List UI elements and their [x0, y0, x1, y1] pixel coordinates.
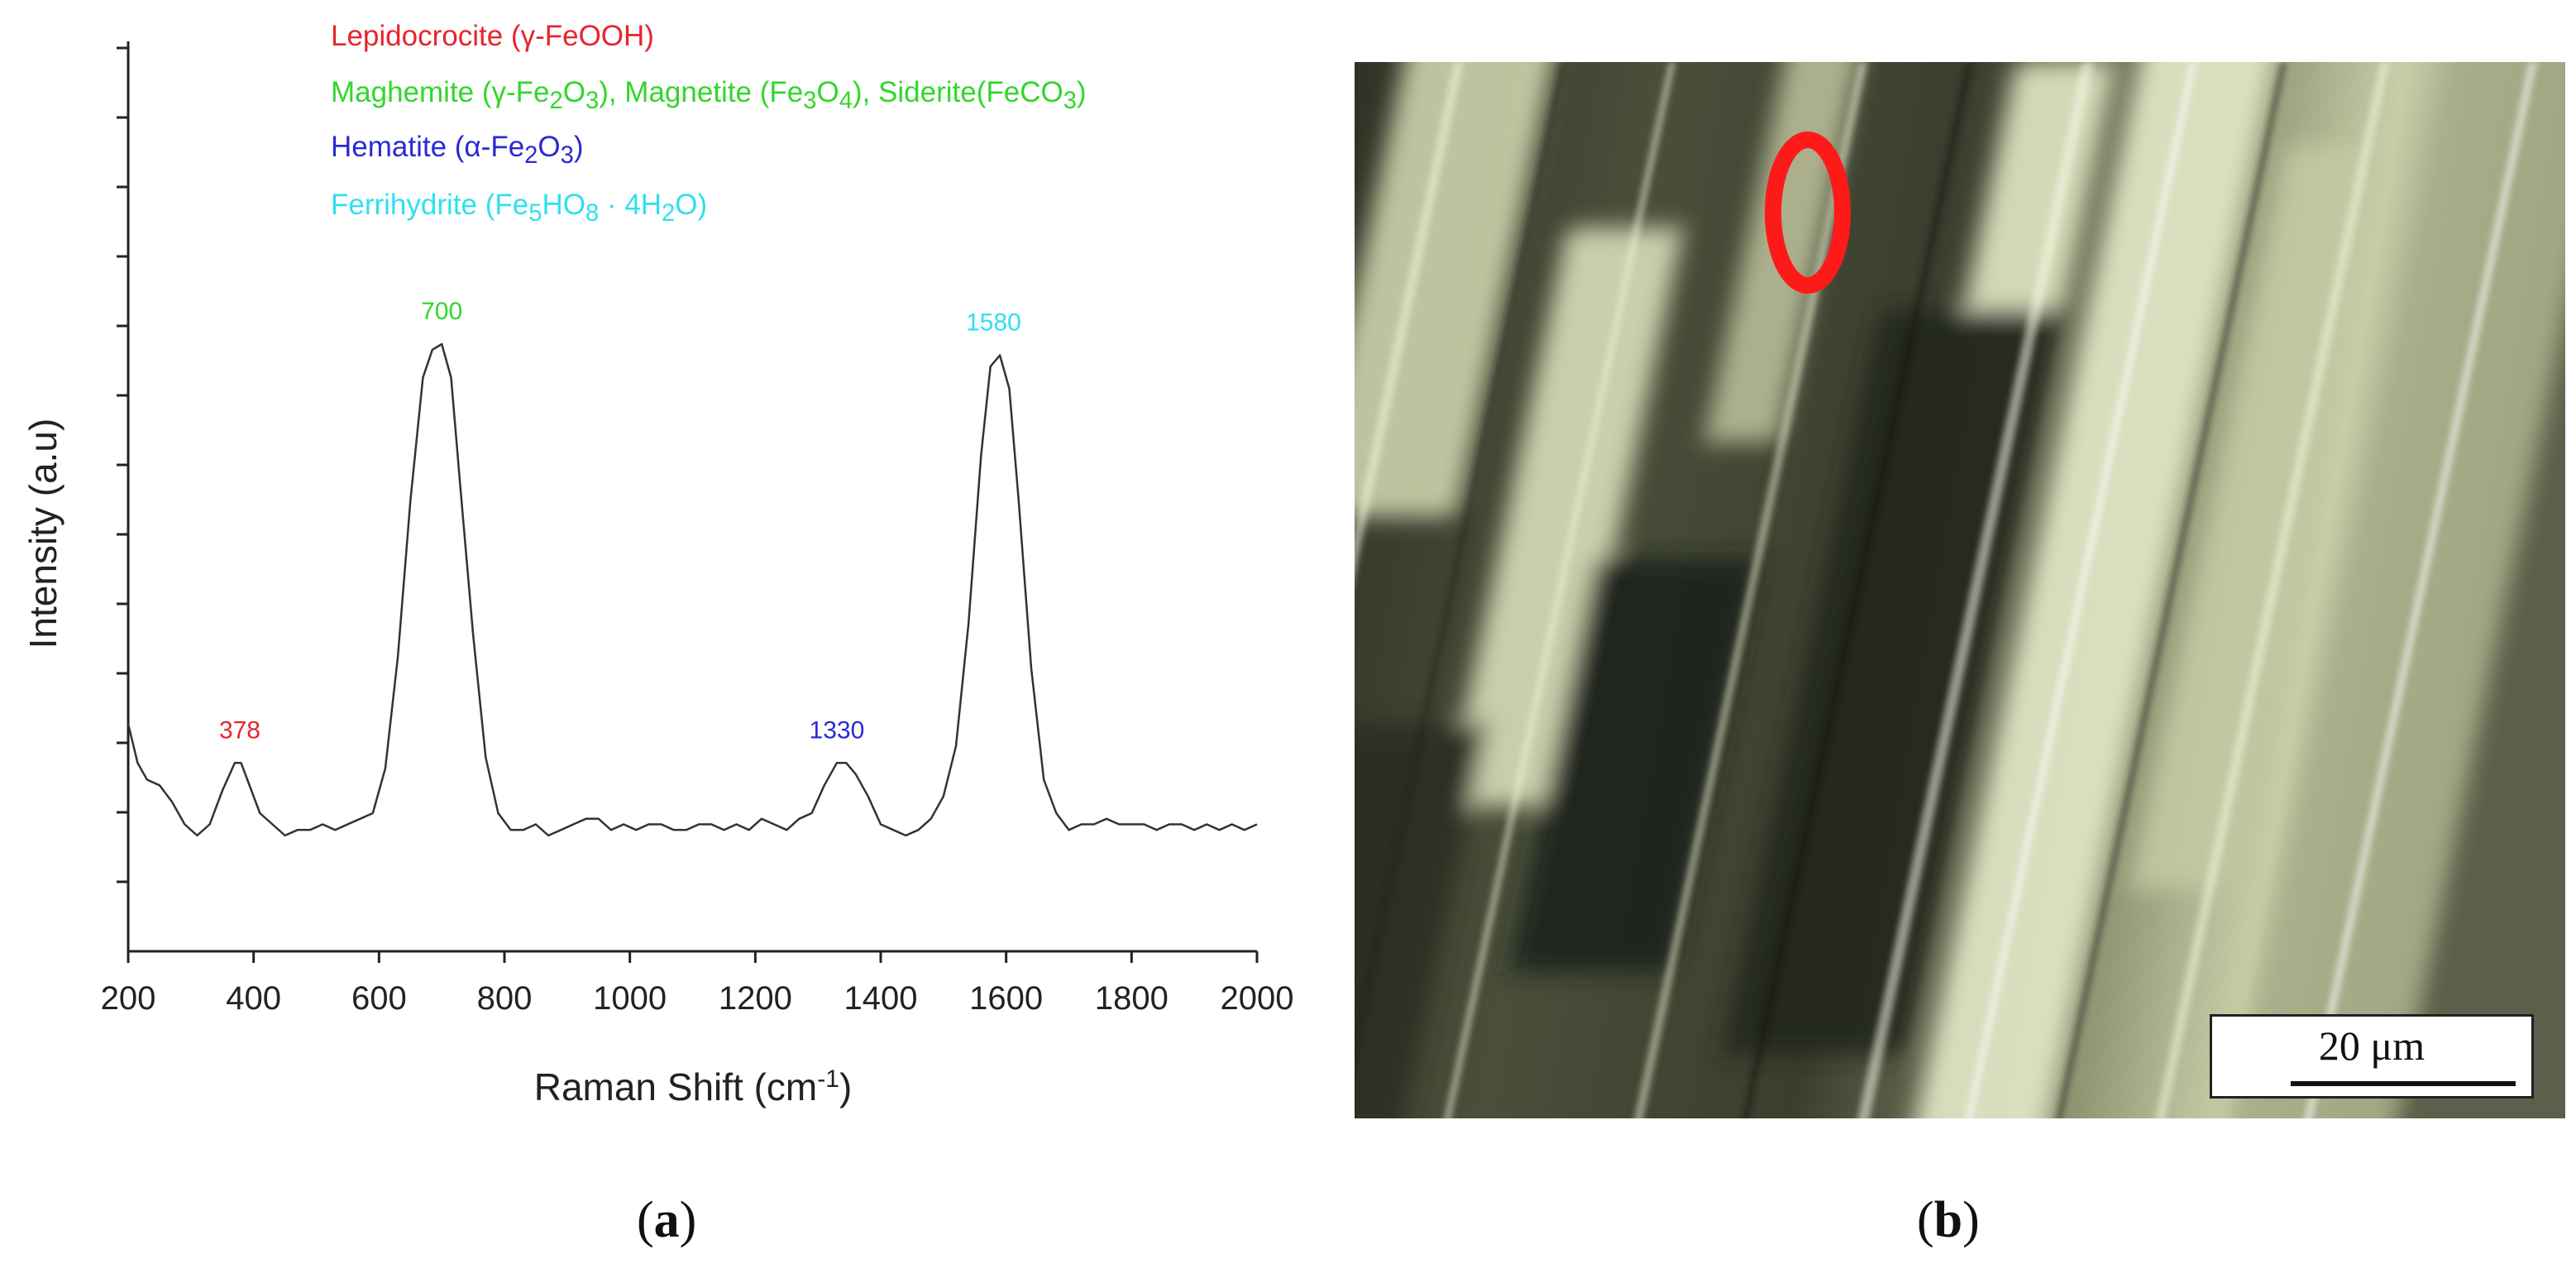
x-tick-label: 400: [226, 980, 281, 1017]
spectrum-line: [127, 342, 1258, 837]
x-tick-label: 1600: [969, 980, 1043, 1017]
x-tick-labels: 200 400 600 800 1000 1200 1400 1600 1800 2000: [101, 980, 1294, 1017]
analysis-spot-marker: [1765, 132, 1851, 294]
raman-spectrum-chart: 200 400 600 800 1000 1200 1400 1600 1800 2000 378…: [22, 41, 1294, 1108]
x-tick-label: 1400: [844, 980, 918, 1017]
x-tick-label: 1200: [719, 980, 792, 1017]
scale-bar-box: 20 μm: [2210, 1014, 2534, 1099]
peak-label: 700: [421, 298, 462, 325]
y-axis-label: Intensity (a.u): [22, 419, 65, 649]
panel-label-b: (b): [1917, 1192, 1980, 1248]
x-tick-label: 1800: [1095, 980, 1169, 1017]
x-tick-label: 2000: [1221, 980, 1294, 1017]
panel-label-a: (a): [637, 1192, 697, 1248]
legend-lepidocrocite: Lepidocrocite (γ-FeOOH): [331, 20, 654, 52]
x-tick-label: 200: [101, 980, 156, 1017]
x-tick-label: 1000: [593, 980, 667, 1017]
scale-bar: [2291, 1081, 2516, 1086]
series-layer: [127, 342, 1258, 837]
x-tick-label: 800: [477, 980, 533, 1017]
peak-labels: 378 700 1330 1580: [219, 298, 1021, 744]
peak-label: 378: [219, 716, 260, 744]
scale-bar-label: 20 μm: [2318, 1022, 2425, 1069]
legend-ferrihydrite: Ferrihydrite (Fe5HO8 · 4H2O): [331, 189, 708, 227]
chart-axes: [127, 41, 1257, 953]
x-axis-label: Raman Shift (cm-1): [534, 1065, 853, 1108]
chart-ticks: [117, 46, 1259, 963]
peak-label: 1330: [810, 716, 865, 744]
legend-hematite: Hematite (α-Fe2O3): [331, 131, 584, 169]
x-tick-label: 600: [351, 980, 407, 1017]
optical-micrograph: [1355, 62, 2565, 1118]
legend-maghemite-magnetite-siderite: Maghemite (γ-Fe2O3), Magnetite (Fe3O4), …: [331, 76, 1087, 114]
peak-label: 1580: [966, 309, 1021, 337]
